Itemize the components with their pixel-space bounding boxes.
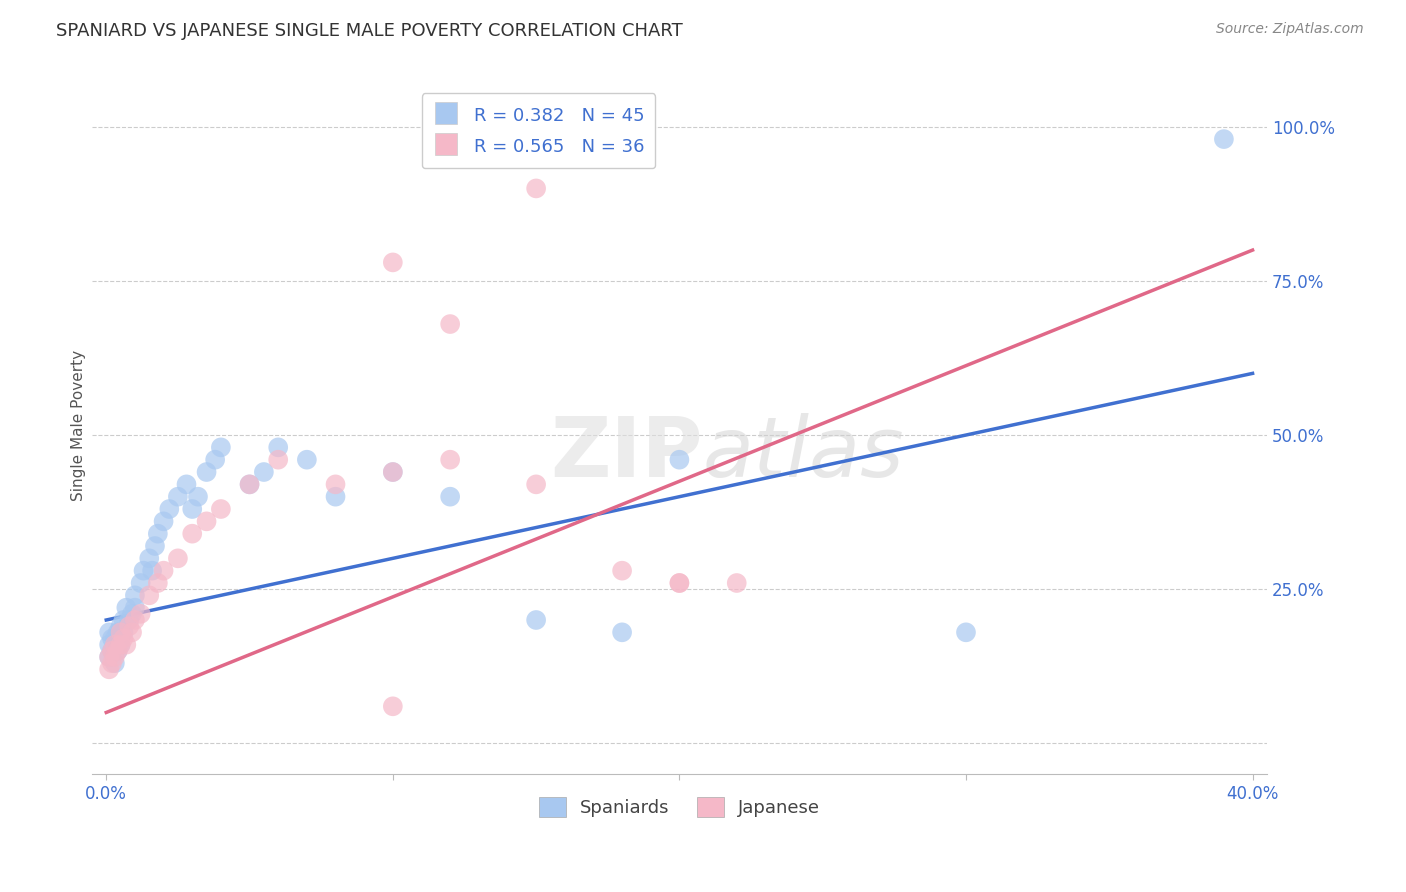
Point: [209, 502, 232, 516]
Point: [167, 551, 190, 566]
Point: [138, 588, 160, 602]
Point: [101, 644, 124, 658]
Point: [124, 588, 146, 602]
Point: [187, 490, 209, 504]
Point: [181, 526, 204, 541]
Point: [121, 625, 143, 640]
Point: [146, 526, 169, 541]
Point: [181, 502, 204, 516]
Point: [524, 181, 547, 195]
Point: [110, 638, 132, 652]
Point: [143, 539, 166, 553]
Point: [439, 452, 461, 467]
Point: [118, 613, 141, 627]
Point: [112, 613, 135, 627]
Point: [101, 656, 124, 670]
Legend: Spaniards, Japanese: Spaniards, Japanese: [531, 790, 828, 824]
Point: [668, 576, 690, 591]
Point: [1212, 132, 1234, 146]
Point: [325, 477, 347, 491]
Point: [439, 317, 461, 331]
Point: [157, 502, 180, 516]
Point: [146, 576, 169, 591]
Point: [98, 638, 121, 652]
Point: [668, 452, 690, 467]
Text: SPANIARD VS JAPANESE SINGLE MALE POVERTY CORRELATION CHART: SPANIARD VS JAPANESE SINGLE MALE POVERTY…: [56, 22, 683, 40]
Point: [124, 613, 146, 627]
Point: [104, 656, 127, 670]
Point: [132, 564, 155, 578]
Point: [381, 699, 404, 714]
Point: [98, 625, 121, 640]
Point: [524, 477, 547, 491]
Point: [610, 625, 633, 640]
Point: [129, 576, 152, 591]
Point: [110, 619, 132, 633]
Point: [107, 644, 129, 658]
Point: [101, 632, 124, 646]
Point: [381, 465, 404, 479]
Point: [138, 551, 160, 566]
Point: [238, 477, 260, 491]
Point: [107, 625, 129, 640]
Point: [381, 465, 404, 479]
Point: [238, 477, 260, 491]
Point: [253, 465, 276, 479]
Point: [98, 650, 121, 665]
Point: [439, 490, 461, 504]
Point: [115, 638, 138, 652]
Point: [112, 632, 135, 646]
Point: [107, 644, 129, 658]
Y-axis label: Single Male Poverty: Single Male Poverty: [72, 351, 86, 501]
Point: [141, 564, 163, 578]
Point: [381, 255, 404, 269]
Text: ZIP: ZIP: [550, 413, 703, 494]
Point: [152, 564, 174, 578]
Text: atlas: atlas: [703, 413, 904, 494]
Point: [104, 638, 127, 652]
Point: [267, 452, 290, 467]
Point: [98, 650, 121, 665]
Point: [195, 514, 218, 528]
Point: [129, 607, 152, 621]
Point: [325, 490, 347, 504]
Point: [955, 625, 977, 640]
Point: [204, 452, 226, 467]
Point: [112, 625, 135, 640]
Point: [295, 452, 318, 467]
Point: [118, 619, 141, 633]
Point: [524, 613, 547, 627]
Point: [110, 638, 132, 652]
Point: [610, 564, 633, 578]
Text: Source: ZipAtlas.com: Source: ZipAtlas.com: [1216, 22, 1364, 37]
Point: [267, 441, 290, 455]
Point: [668, 576, 690, 591]
Point: [209, 441, 232, 455]
Point: [115, 600, 138, 615]
Point: [725, 576, 748, 591]
Point: [121, 607, 143, 621]
Point: [110, 625, 132, 640]
Point: [152, 514, 174, 528]
Point: [104, 650, 127, 665]
Point: [195, 465, 218, 479]
Point: [124, 600, 146, 615]
Point: [101, 644, 124, 658]
Point: [176, 477, 198, 491]
Point: [167, 490, 190, 504]
Point: [98, 662, 121, 676]
Point: [104, 632, 127, 646]
